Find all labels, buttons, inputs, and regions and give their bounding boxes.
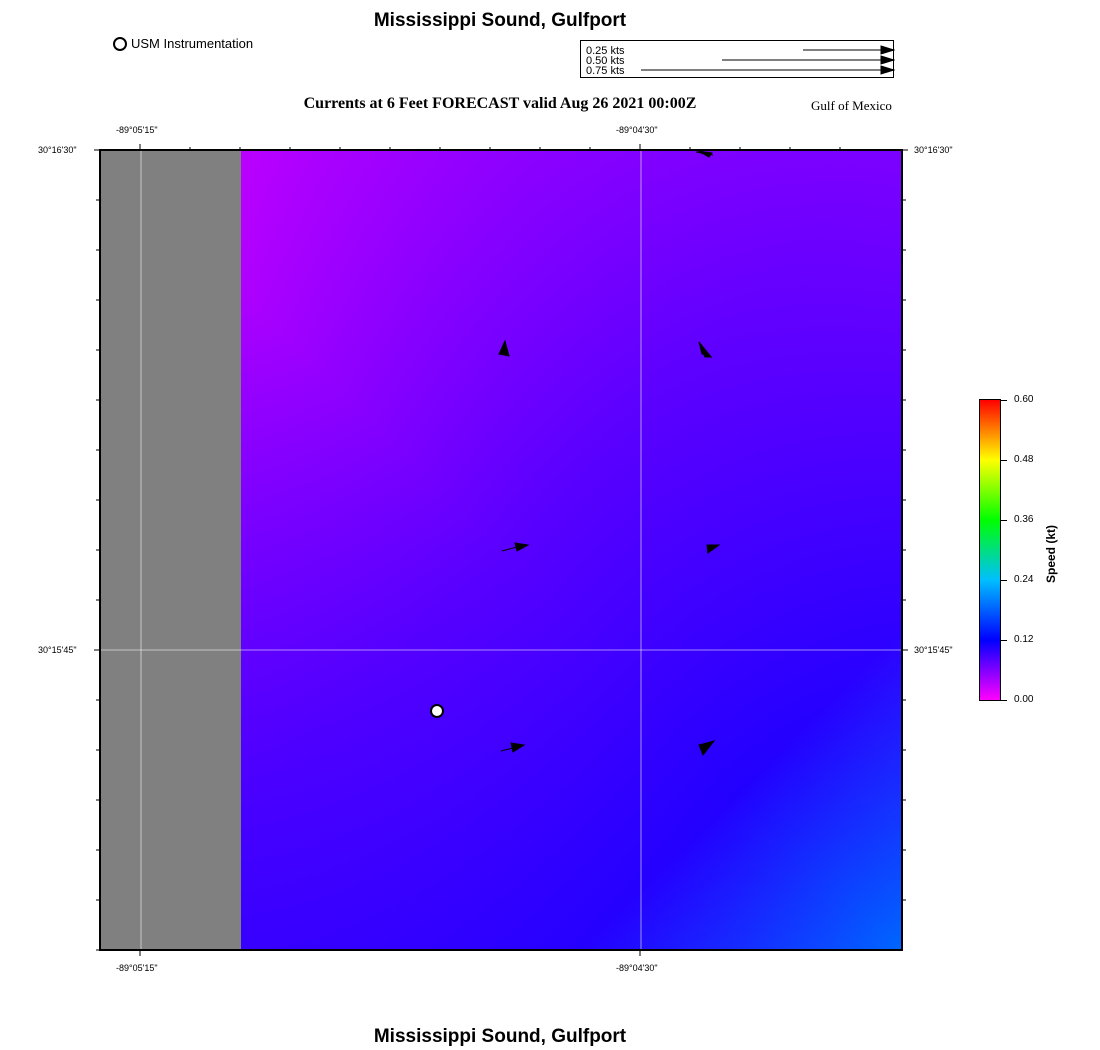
current-vectors <box>498 151 721 756</box>
colorbar-tick <box>1001 520 1007 521</box>
scale-arrow-head-2 <box>880 55 895 65</box>
instrument-legend: USM Instrumentation <box>113 36 253 51</box>
colorbar-label: 0.24 <box>1014 574 1034 585</box>
colorbar-label: 0.48 <box>1014 454 1034 465</box>
lat-tick-left-1: 30°16'30" <box>38 145 77 155</box>
instrument-legend-label: USM Instrumentation <box>131 36 254 51</box>
land-area <box>101 151 241 949</box>
scale-label-3: 0.75 kts <box>586 65 625 77</box>
scale-label-1: 0.25 kts <box>586 45 625 57</box>
current-vector <box>698 341 713 359</box>
lon-tick-top-1: -89°05'15" <box>116 125 158 135</box>
map-title: Mississippi Sound, Gulfport <box>373 10 627 31</box>
current-vector <box>501 542 530 552</box>
current-vector <box>706 544 721 554</box>
lat-tick-right-2: 30°15'45" <box>914 645 953 655</box>
scale-label-2: 0.50 kts <box>586 55 625 67</box>
colorbar-title: Speed (kt) <box>1044 524 1058 583</box>
vector-scale-legend: 0.25 kts 0.50 kts 0.75 kts <box>580 40 895 78</box>
colorbar-tick <box>1001 700 1007 701</box>
lat-tick-left-2: 30°15'45" <box>38 645 77 655</box>
map-canvas <box>101 151 901 949</box>
graticule <box>101 151 901 949</box>
scale-arrows <box>641 45 895 75</box>
colorbar-label: 0.00 <box>1014 694 1034 705</box>
speed-colorbar <box>979 399 1001 701</box>
colorbar-label: 0.60 <box>1014 394 1034 405</box>
colorbar-label: 0.12 <box>1014 634 1034 645</box>
scale-arrow-head-1 <box>880 45 895 55</box>
colorbar-tick <box>1001 640 1007 641</box>
current-map[interactable] <box>99 149 903 951</box>
colorbar-tick <box>1001 400 1007 401</box>
map-title-bottom: Mississippi Sound, Gulfport <box>373 1026 627 1047</box>
current-vector <box>695 151 714 158</box>
lat-tick-right-1: 30°16'30" <box>914 145 953 155</box>
lon-tick-bottom-2: -89°04'30" <box>616 963 658 973</box>
region-label: Gulf of Mexico <box>811 98 892 113</box>
lon-tick-bottom-1: -89°05'15" <box>116 963 158 973</box>
current-vector <box>500 742 526 753</box>
lon-tick-top-2: -89°04'30" <box>616 125 658 135</box>
colorbar-tick <box>1001 580 1007 581</box>
instrument-marker-icon <box>113 36 127 51</box>
current-vector <box>698 740 716 756</box>
colorbar-tick <box>1001 460 1007 461</box>
scale-arrow-head-3 <box>880 65 895 75</box>
forecast-subtitle: Currents at 6 Feet FORECAST valid Aug 26… <box>303 95 697 112</box>
usm-instrument-marker <box>430 704 444 718</box>
current-vector <box>498 339 510 357</box>
colorbar-label: 0.36 <box>1014 514 1034 525</box>
